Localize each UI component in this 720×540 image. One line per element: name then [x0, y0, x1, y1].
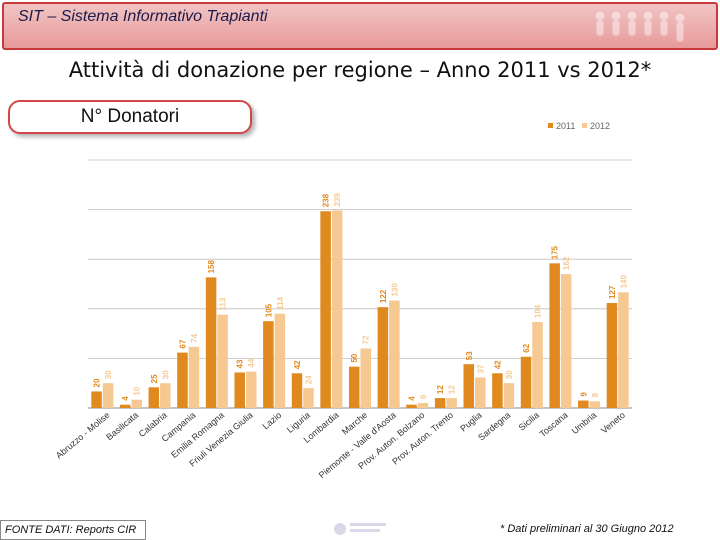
- data-label-2012-6: 114: [276, 296, 285, 309]
- data-label-2012-3: 74: [190, 333, 199, 342]
- network-logo-icon: [334, 523, 386, 535]
- data-label-2011-5: 43: [236, 359, 245, 368]
- data-label-2011-3: 67: [178, 339, 187, 348]
- category-label-6: Lazio: [260, 410, 283, 431]
- category-label-18: Veneto: [599, 410, 627, 436]
- bar-2012-14: [503, 383, 515, 408]
- bar-2011-3: [177, 352, 188, 408]
- legend-swatch-2011: [548, 123, 553, 128]
- page-title: Attività di donazione per regione – Anno…: [68, 58, 652, 82]
- data-label-2011-10: 122: [379, 289, 388, 303]
- bar-2012-10: [389, 300, 400, 408]
- data-label-2011-0: 20: [93, 378, 102, 387]
- bar-2012-2: [160, 383, 171, 408]
- people-logo-icon: [595, 11, 685, 42]
- bar-2011-12: [434, 398, 446, 408]
- data-label-2012-16: 162: [562, 256, 571, 270]
- data-label-2012-2: 30: [161, 370, 170, 379]
- bar-2012-12: [446, 398, 457, 408]
- data-label-2012-7: 24: [304, 375, 313, 384]
- bar-2011-10: [377, 307, 389, 408]
- bar-2012-17: [589, 401, 601, 408]
- data-label-2011-6: 105: [264, 303, 273, 317]
- legend-label-2012: 2012: [590, 121, 610, 131]
- data-label-2011-11: 4: [408, 396, 417, 401]
- data-label-2011-7: 42: [293, 360, 302, 369]
- bar-2011-17: [578, 400, 589, 408]
- legend-swatch-2012: [582, 123, 587, 128]
- bar-2011-13: [463, 364, 475, 408]
- data-label-2012-1: 10: [133, 386, 142, 395]
- bar-2012-11: [417, 403, 429, 408]
- bar-2012-1: [131, 399, 142, 408]
- bar-2012-16: [560, 274, 572, 408]
- header-banner: SIT – Sistema Informativo Trapianti: [2, 2, 718, 50]
- bar-2012-18: [618, 292, 629, 408]
- category-label-17: Umbria: [570, 410, 599, 436]
- data-label-2011-18: 127: [608, 285, 617, 299]
- bar-2011-11: [406, 404, 417, 408]
- data-label-2012-17: 8: [591, 392, 600, 397]
- bar-2011-15: [520, 356, 532, 408]
- bar-2012-13: [475, 377, 486, 408]
- bar-2011-0: [91, 391, 102, 408]
- bar-2012-15: [532, 322, 543, 408]
- data-label-2011-1: 4: [121, 396, 130, 401]
- bar-2011-6: [263, 321, 274, 408]
- data-label-2012-9: 72: [362, 335, 371, 344]
- data-label-2011-4: 158: [207, 259, 216, 273]
- bar-2012-8: [331, 210, 343, 408]
- data-label-2011-12: 12: [436, 385, 445, 394]
- category-label-14: Sardegna: [476, 410, 512, 443]
- data-label-2012-18: 140: [619, 274, 628, 288]
- chart-subtitle: N° Donatori: [8, 100, 252, 134]
- data-label-2012-11: 6: [419, 394, 428, 399]
- data-label-2011-15: 62: [522, 343, 531, 352]
- bar-2011-5: [234, 372, 245, 408]
- data-label-2011-17: 9: [579, 392, 588, 397]
- bar-2011-16: [549, 263, 560, 408]
- bar-2012-0: [102, 383, 114, 408]
- bar-2011-9: [349, 366, 360, 408]
- data-label-2011-16: 175: [551, 245, 560, 259]
- bar-2011-7: [291, 373, 303, 408]
- bar-2012-9: [360, 348, 371, 408]
- legend-label-2011: 2011: [556, 121, 575, 131]
- data-label-2012-5: 44: [247, 358, 256, 367]
- data-label-2012-12: 12: [448, 385, 457, 394]
- bar-2011-1: [119, 404, 131, 408]
- bar-2012-7: [303, 388, 314, 408]
- bar-2011-4: [205, 277, 217, 408]
- data-label-2011-14: 42: [493, 360, 502, 369]
- data-label-2012-13: 37: [476, 364, 485, 373]
- chart-legend: 2011 2012: [548, 121, 610, 131]
- category-label-15: Sicilia: [517, 410, 541, 433]
- bar-2011-2: [148, 387, 160, 408]
- system-name: SIT – Sistema Informativo Trapianti: [18, 8, 268, 25]
- category-label-0: Abruzzo - Molise: [54, 410, 112, 461]
- bar-2011-18: [606, 303, 618, 408]
- data-label-2012-10: 130: [390, 283, 399, 297]
- data-label-2011-13: 53: [465, 351, 474, 360]
- category-label-16: Toscana: [538, 410, 570, 439]
- bar-2012-5: [245, 371, 257, 408]
- data-label-2012-8: 239: [333, 193, 342, 207]
- data-source: FONTE DATI: Reports CIR: [0, 520, 146, 540]
- data-label-2012-0: 30: [104, 370, 113, 379]
- bar-2012-3: [188, 346, 200, 408]
- bar-2012-6: [274, 313, 286, 408]
- data-label-2012-4: 113: [219, 297, 228, 310]
- data-label-2011-2: 25: [150, 374, 159, 383]
- bar-2011-8: [320, 211, 331, 408]
- data-label-2011-9: 50: [350, 353, 359, 362]
- bar-2012-4: [217, 314, 228, 408]
- bar-2011-14: [492, 373, 503, 408]
- category-label-1: Basilicata: [104, 410, 140, 442]
- data-label-2012-14: 30: [505, 370, 514, 379]
- preliminary-note: * Dati preliminari al 30 Giugno 2012: [500, 523, 674, 535]
- category-label-13: Puglia: [458, 410, 484, 434]
- data-label-2011-8: 238: [322, 193, 331, 207]
- data-label-2012-15: 104: [534, 304, 543, 318]
